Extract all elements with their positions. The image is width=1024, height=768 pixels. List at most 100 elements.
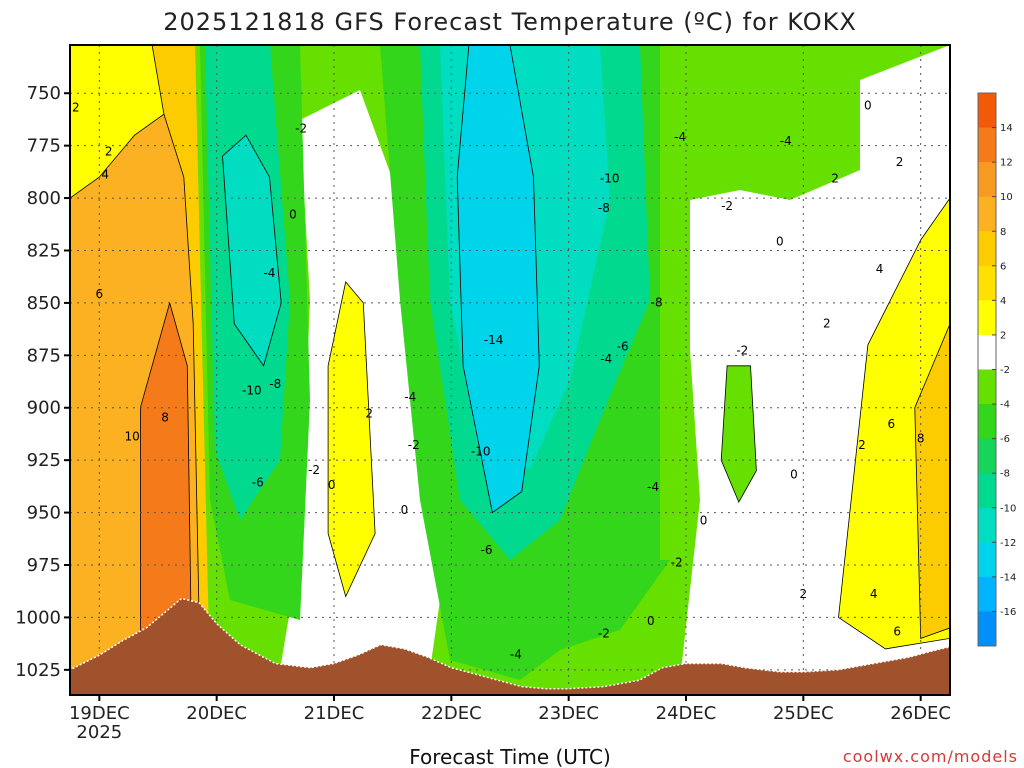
y-tick-label: 800 [27, 188, 61, 209]
contour-label: 4 [870, 587, 878, 601]
contour-label: -6 [252, 476, 264, 490]
contour-label: 2 [896, 155, 904, 169]
colorbar-tick-label: 8 [1000, 227, 1006, 238]
x-tick-label: 22DEC [421, 703, 482, 724]
colorbar-tick-label: -2 [1000, 365, 1010, 376]
colorbar: 14 12 10 8 6 4 2 -2 -4 -6 -8 -10 -12 -14 -16 [977, 92, 1016, 647]
colorbar-tick-label: -6 [1000, 434, 1010, 445]
contour-label: -6 [617, 339, 629, 353]
temperature-regions [70, 45, 950, 671]
contour-label: -4 [780, 134, 792, 148]
chart-title: 2025121818 GFS Forecast Temperature (ºC)… [163, 8, 857, 36]
colorbar-tick-label: 14 [1000, 123, 1013, 134]
contour-label: -4 [600, 352, 612, 366]
colorbar-band [978, 576, 996, 612]
contour-label: -10 [471, 444, 491, 458]
contour-label: -6 [481, 543, 493, 557]
contour-label: 0 [647, 614, 655, 628]
region-yellow-21dec [327, 281, 376, 598]
contour-label: -2 [671, 555, 683, 569]
colorbar-tick-label: 2 [1000, 330, 1006, 341]
y-tick-label: 925 [27, 450, 61, 471]
colorbar-tick-label: 10 [1000, 192, 1013, 203]
colorbar-tick-label: -14 [1000, 572, 1016, 583]
contour-label: 6 [96, 287, 104, 301]
contour-label: 2 [72, 100, 80, 114]
colorbar-tick-label: -8 [1000, 469, 1010, 480]
colorbar-band [978, 162, 996, 198]
contour-label: 0 [864, 98, 872, 112]
y-tick-label: 875 [27, 345, 61, 366]
y-tick-label: 950 [27, 503, 61, 524]
colorbar-band [978, 196, 996, 232]
colorbar-band [978, 93, 996, 129]
colorbar-tick-label: 4 [1000, 296, 1006, 307]
contour-label: -8 [269, 377, 281, 391]
colorbar-band [978, 369, 996, 405]
colorbar-band [978, 265, 996, 301]
colorbar-band [978, 127, 996, 163]
y-tick-label: 900 [27, 398, 61, 419]
contour-label: -2 [295, 121, 307, 135]
contour-label: -2 [308, 463, 320, 477]
contour-label: -2 [736, 344, 748, 358]
contour-label: 0 [328, 478, 336, 492]
contour-labels: 2 2 4 6 8 10 -2 0 -4 -10 -8 -6 -2 0 2 -4 -2 0 -14 -10 -6 -4 -2… [72, 98, 924, 661]
contour-label: 2 [105, 144, 113, 158]
x-tick-label: 24DEC [656, 703, 717, 724]
contour-label: -4 [404, 390, 416, 404]
y-tick-label: 775 [27, 136, 61, 157]
y-tick-label: 850 [27, 293, 61, 314]
contour-label: -8 [598, 201, 610, 215]
x-axis-label: Forecast Time (UTC) [409, 745, 611, 768]
contour-label: -14 [484, 333, 504, 347]
region-yellow-west [70, 45, 165, 199]
contour-label: -8 [651, 295, 663, 309]
y-axis: 750 775 800 825 850 875 900 925 950 975 1000 1025 [15, 83, 70, 681]
contour-label: 2 [800, 587, 808, 601]
contour-label: -10 [600, 172, 620, 186]
x-tick-sublabel: 2025 [76, 722, 122, 743]
contour-label: 2 [823, 316, 831, 330]
zone-green-east [660, 45, 860, 560]
x-tick-label: 25DEC [773, 703, 834, 724]
colorbar-band [978, 438, 996, 474]
contour-label: 0 [776, 235, 784, 249]
colorbar-band [978, 231, 996, 267]
colorbar-tick-label: -4 [1000, 400, 1010, 411]
contour-label: 2 [365, 407, 373, 421]
contour-label: -4 [263, 266, 275, 280]
contour-label: 4 [876, 262, 884, 276]
region-cold-core-mid [456, 45, 540, 514]
contour-label: 8 [917, 432, 925, 446]
terrain-surface [70, 597, 950, 695]
x-tick-label: 20DEC [186, 703, 247, 724]
contour-label: -4 [510, 648, 522, 662]
contour-label: 0 [401, 503, 409, 517]
x-tick-label: 26DEC [890, 703, 951, 724]
contour-label: 10 [125, 430, 140, 444]
contour-label: -10 [242, 383, 262, 397]
contour-label: -4 [647, 480, 659, 494]
region-orange-east [914, 323, 950, 639]
contour-label: 0 [289, 207, 297, 221]
contour-label: 6 [888, 417, 896, 431]
contour-label: 6 [893, 625, 901, 639]
plot-frame [69, 44, 951, 696]
credit-link[interactable]: coolwx.com/models [843, 747, 1018, 766]
region-green-24dec [720, 365, 757, 504]
x-tick-label: 21DEC [304, 703, 365, 724]
x-tick-label: 19DEC [69, 703, 130, 724]
colorbar-band [978, 473, 996, 509]
contour-label: 8 [161, 411, 169, 425]
y-tick-label: 1025 [15, 660, 61, 681]
colorbar-band [978, 334, 996, 370]
colorbar-band [978, 611, 996, 647]
contour-label: -2 [408, 438, 420, 452]
contour-label: 2 [831, 172, 839, 186]
y-tick-label: 750 [27, 83, 61, 104]
contour-label: 4 [101, 168, 109, 182]
contour-label: -4 [674, 130, 686, 144]
terrain-layer [70, 597, 950, 695]
